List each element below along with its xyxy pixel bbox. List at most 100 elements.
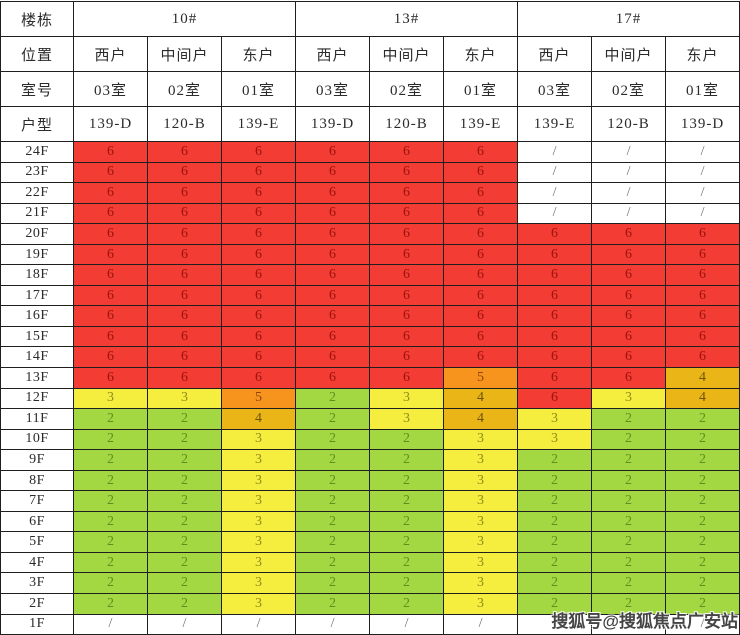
value-cell: 6 <box>220 367 297 389</box>
value-cell: 2 <box>591 408 667 430</box>
header-row-building: 楼栋 10# 13# 17# <box>0 1 740 37</box>
floor-row: 6F 2 2 3 2 2 3 2 2 2 <box>0 510 740 533</box>
floor-label: 21F <box>0 202 74 225</box>
value-cell: 2 <box>591 490 667 512</box>
floor-label: 16F <box>0 305 74 327</box>
value-cell: 3 <box>443 572 519 595</box>
value-cell: 3 <box>517 408 593 430</box>
value-cell: / <box>147 613 222 635</box>
floor-row: 7F 2 2 3 2 2 3 2 2 2 <box>0 490 740 512</box>
value-cell: 2 <box>369 510 445 533</box>
value-cell: 6 <box>591 284 667 307</box>
value-cell: 3 <box>369 408 445 430</box>
value-cell: 6 <box>443 161 519 184</box>
value-cell: 3 <box>443 510 519 533</box>
position-header-cell: 西户 <box>73 36 148 72</box>
value-cell: / <box>591 202 667 225</box>
value-cell: 3 <box>443 449 519 471</box>
value-cell: 2 <box>369 428 445 451</box>
floor-row: 8F 2 2 3 2 2 3 2 2 2 <box>0 469 740 492</box>
value-cell: 2 <box>517 490 593 512</box>
header-row-unit-type: 户型 139-D 120-B 139-E 139-D 120-B 139-E 139-E 120… <box>0 106 740 142</box>
position-header-cell: 西户 <box>295 36 371 72</box>
value-cell: 3 <box>220 593 297 615</box>
value-cell: 6 <box>591 264 667 286</box>
value-cell: 2 <box>147 572 222 595</box>
floor-row: 17F 6 6 6 6 6 6 6 6 6 <box>0 284 740 307</box>
value-cell: 6 <box>295 223 371 245</box>
position-header-cell: 东户 <box>665 36 740 72</box>
value-cell: 3 <box>443 490 519 512</box>
floor-label: 4F <box>0 551 74 574</box>
value-cell: 6 <box>665 264 740 286</box>
floor-label: 9F <box>0 449 74 471</box>
value-cell: 6 <box>73 223 148 245</box>
value-cell: / <box>665 613 740 635</box>
value-cell: 6 <box>591 305 667 327</box>
value-cell: 3 <box>147 387 222 410</box>
value-cell: 3 <box>443 469 519 492</box>
value-cell: 6 <box>369 161 445 184</box>
value-cell: 2 <box>665 428 740 451</box>
floor-label: 6F <box>0 510 74 533</box>
value-cell: 2 <box>295 449 371 471</box>
floor-label: 14F <box>0 346 74 369</box>
value-cell: / <box>665 161 740 184</box>
floor-row: 23F 6 6 6 6 6 6// / <box>0 161 740 184</box>
floor-label: 11F <box>0 408 74 430</box>
value-cell: 3 <box>220 469 297 492</box>
corner-label-room: 室号 <box>0 71 74 107</box>
value-cell: 2 <box>665 531 740 553</box>
value-cell: 6 <box>517 367 593 389</box>
building-header-cell: 13# <box>295 1 519 37</box>
value-cell: 4 <box>220 408 297 430</box>
value-cell: 6 <box>220 223 297 245</box>
value-cell: 6 <box>517 243 593 266</box>
value-cell: 2 <box>517 551 593 574</box>
room-header-cell: 01室 <box>443 71 519 107</box>
value-cell: 6 <box>220 182 297 204</box>
unit-type-header-cell: 139-E <box>443 106 519 142</box>
value-cell: 2 <box>147 428 222 451</box>
value-cell: 3 <box>73 387 148 410</box>
value-cell: 6 <box>517 325 593 348</box>
value-cell: 6 <box>295 182 371 204</box>
value-cell: / <box>220 613 297 635</box>
value-cell: 6 <box>591 325 667 348</box>
value-cell: 6 <box>591 243 667 266</box>
floor-label: 13F <box>0 367 74 389</box>
value-cell: 6 <box>517 387 593 410</box>
value-cell: 6 <box>73 202 148 225</box>
value-cell: 6 <box>591 223 667 245</box>
unit-type-header-cell: 139-D <box>295 106 371 142</box>
value-cell: 6 <box>369 325 445 348</box>
value-cell: 3 <box>591 387 667 410</box>
value-cell: 2 <box>73 469 148 492</box>
value-cell: 2 <box>295 572 371 595</box>
value-cell: 3 <box>220 490 297 512</box>
value-cell: 3 <box>220 510 297 533</box>
floor-label: 22F <box>0 182 74 204</box>
value-cell: 6 <box>443 182 519 204</box>
value-cell: / <box>665 141 740 163</box>
value-cell: 2 <box>591 572 667 595</box>
value-cell: 2 <box>295 428 371 451</box>
value-cell: 6 <box>443 141 519 163</box>
value-cell: 2 <box>73 449 148 471</box>
value-cell: 6 <box>369 141 445 163</box>
value-cell: 2 <box>591 510 667 533</box>
value-cell: 2 <box>369 593 445 615</box>
value-cell: 2 <box>295 408 371 430</box>
value-cell: 6 <box>369 367 445 389</box>
value-cell: 6 <box>147 346 222 369</box>
value-cell: 2 <box>73 531 148 553</box>
value-cell: 3 <box>220 428 297 451</box>
room-header-cell: 02室 <box>147 71 222 107</box>
value-cell: / <box>591 182 667 204</box>
header-row-position: 位置 西户 中间户 东户 西户 中间户 东户 西户 中间户 东户 <box>0 36 740 72</box>
room-header-cell: 03室 <box>517 71 593 107</box>
value-cell: 6 <box>147 305 222 327</box>
value-cell: 4 <box>665 367 740 389</box>
value-cell: 2 <box>517 510 593 533</box>
room-header-cell: 01室 <box>665 71 740 107</box>
